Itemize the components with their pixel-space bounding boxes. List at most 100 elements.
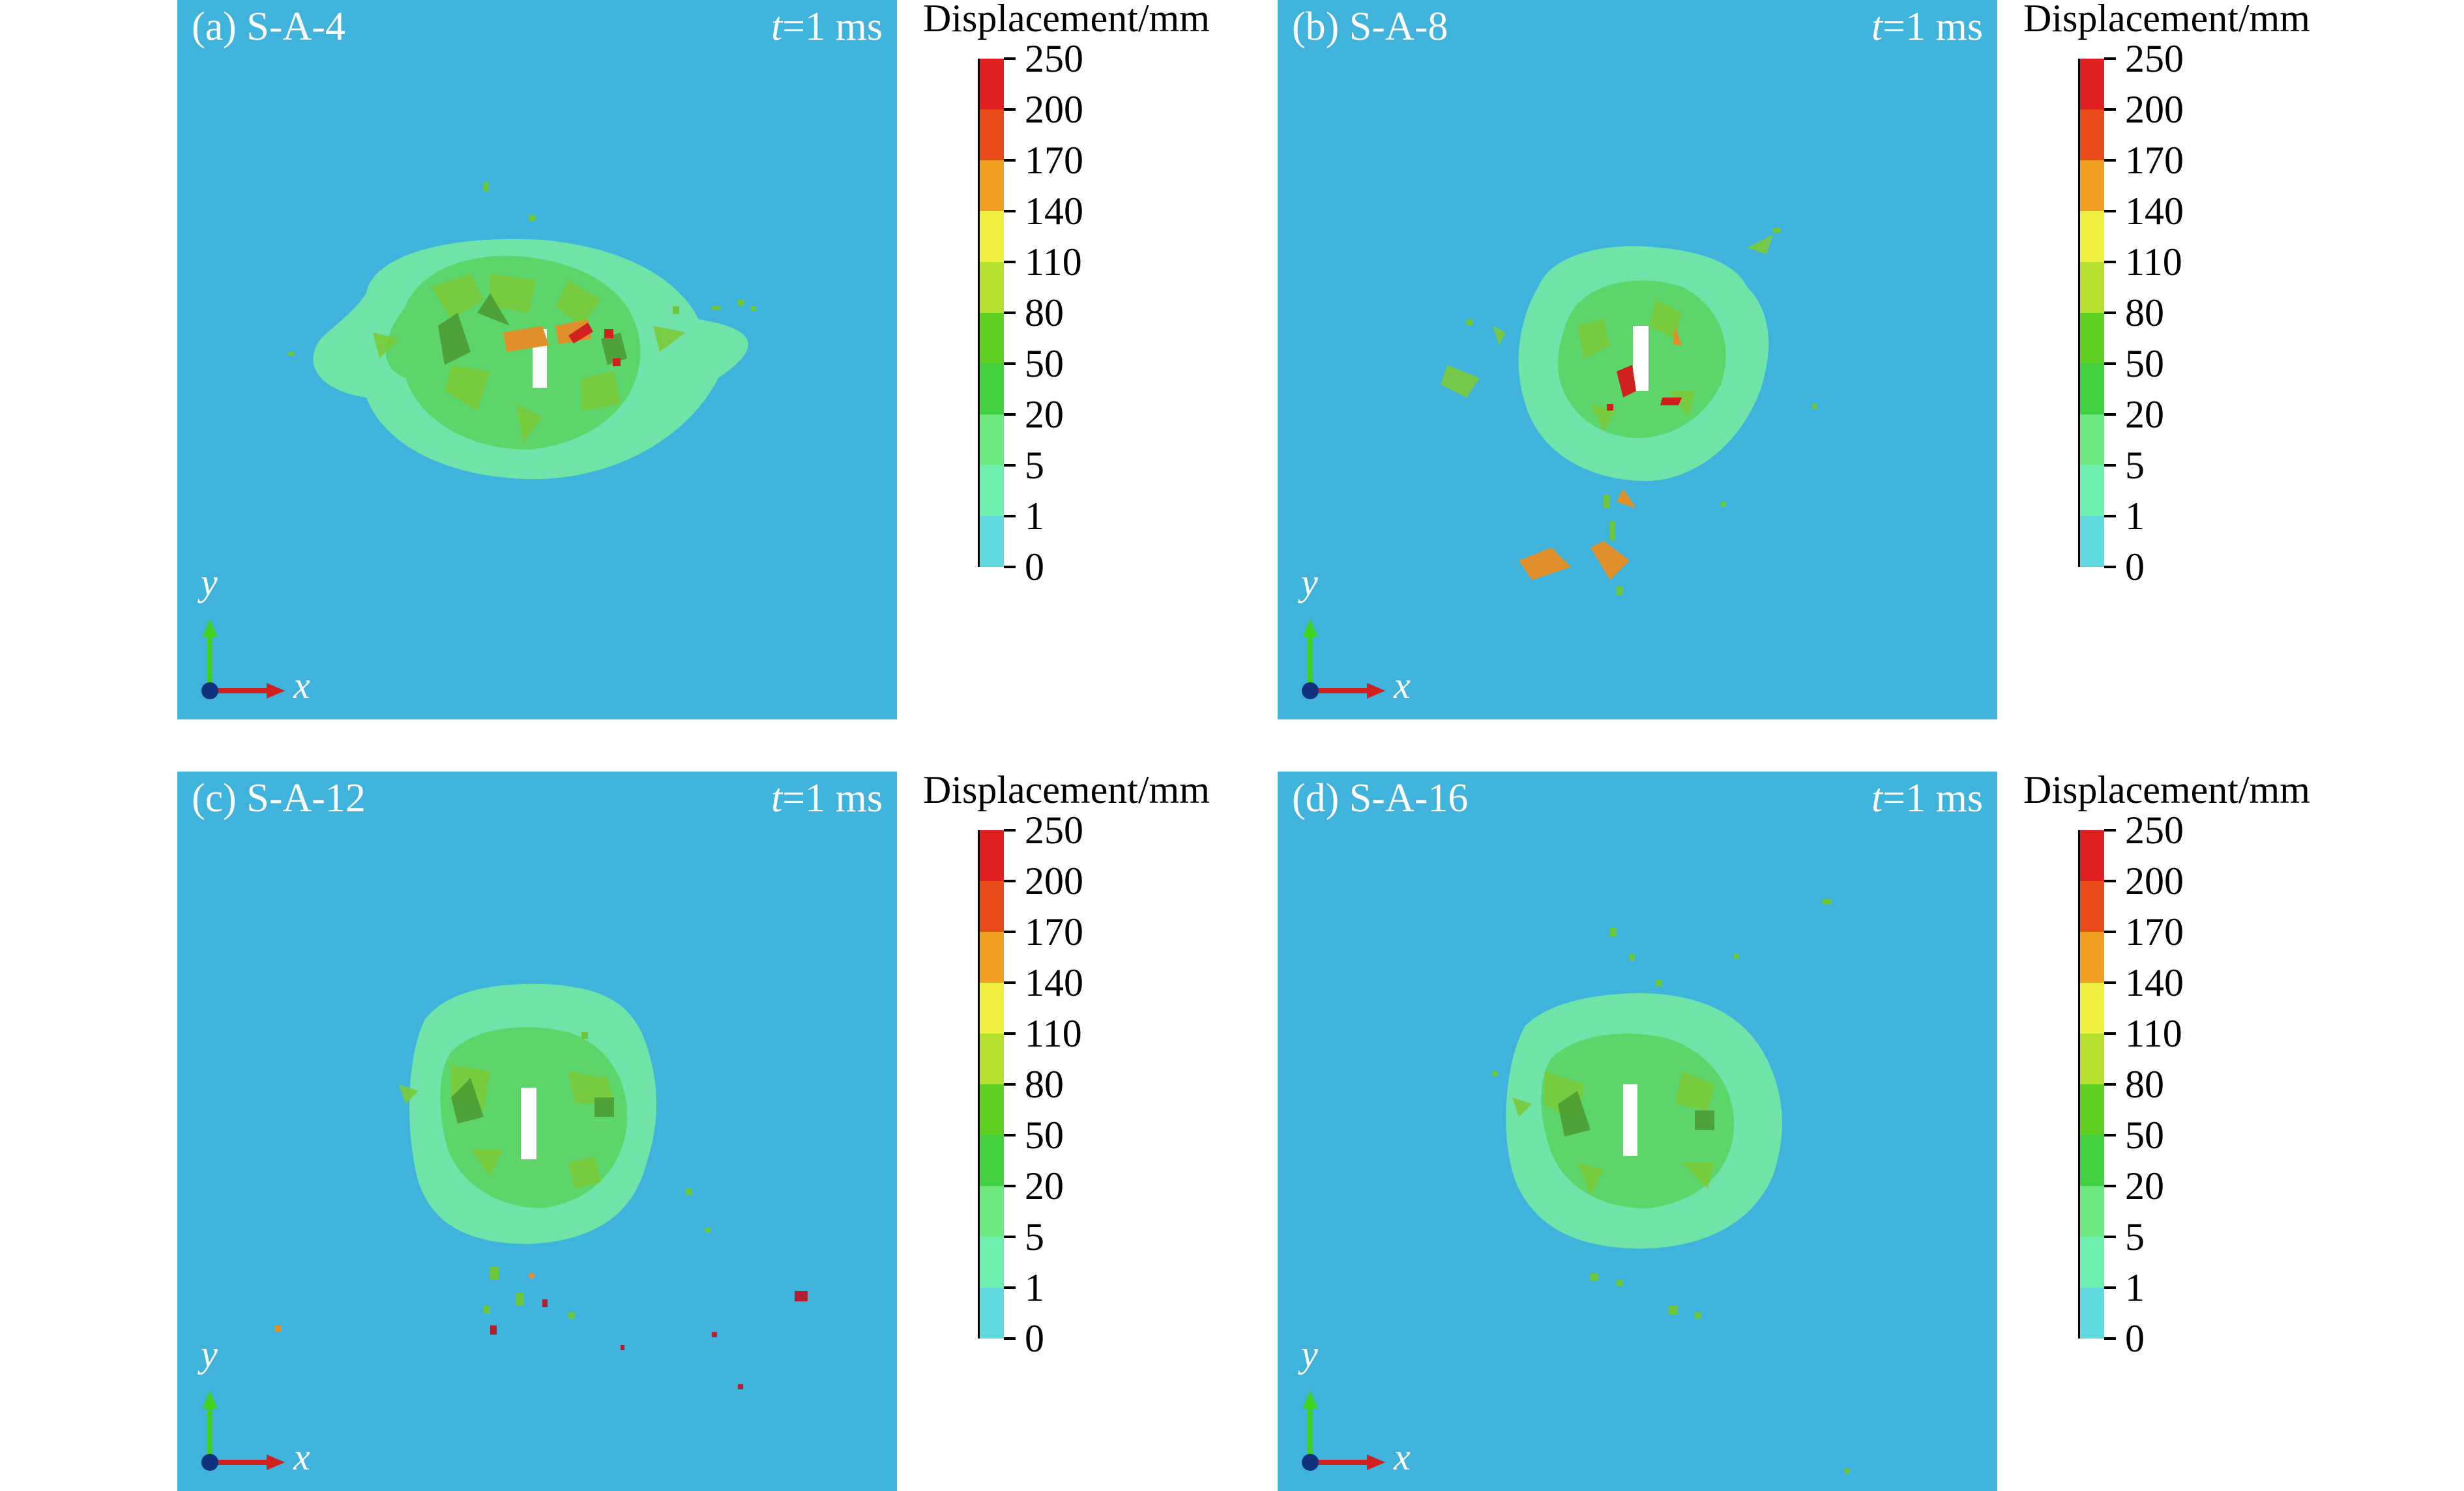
tick-label: 110 bbox=[2125, 1012, 2182, 1055]
band-4 bbox=[2078, 1034, 2104, 1084]
tick-label: 80 bbox=[1025, 1063, 1064, 1106]
colorbar-title: Displacement/mm bbox=[923, 0, 1210, 40]
band-4 bbox=[978, 1034, 1004, 1084]
tick-label: 200 bbox=[1025, 860, 1083, 903]
y-axis-label: y bbox=[201, 1333, 218, 1375]
band-9 bbox=[978, 516, 1004, 567]
band-1 bbox=[2078, 881, 2104, 932]
simulation-plot-d: (d) S-A-16 t=1 ms y x bbox=[1278, 772, 1997, 1491]
tick-label: 1 bbox=[1025, 495, 1044, 538]
time-value: =1 ms bbox=[782, 776, 883, 820]
band-6 bbox=[2078, 364, 2104, 414]
tick bbox=[1004, 566, 1016, 568]
tick-label: 1 bbox=[1025, 1266, 1044, 1309]
colorbar-axis bbox=[2078, 830, 2104, 1339]
axis-triad-icon bbox=[1302, 619, 1385, 699]
tick bbox=[2104, 210, 2116, 212]
debris-dark-green bbox=[438, 293, 627, 365]
time-variable: t bbox=[1871, 5, 1883, 49]
band-9 bbox=[978, 1288, 1004, 1339]
debris-orange bbox=[1519, 326, 1682, 580]
band-4 bbox=[2078, 262, 2104, 313]
band-1 bbox=[978, 881, 1004, 932]
debris-green bbox=[399, 1065, 614, 1189]
tick-label: 50 bbox=[2125, 342, 2164, 385]
band-5 bbox=[978, 1084, 1004, 1135]
tick bbox=[2104, 1032, 2116, 1035]
displacement-field-c bbox=[275, 983, 808, 1389]
band-2 bbox=[978, 932, 1004, 983]
tick bbox=[1004, 829, 1016, 832]
band-6 bbox=[978, 1135, 1004, 1186]
tick-label: 170 bbox=[2125, 139, 2184, 182]
band-2 bbox=[2078, 932, 2104, 983]
tick-label: 20 bbox=[2125, 1165, 2164, 1208]
tick-label: 200 bbox=[2125, 88, 2184, 131]
tick-label: 20 bbox=[2125, 393, 2164, 436]
x-axis-label: x bbox=[1394, 1436, 1411, 1478]
band-8 bbox=[978, 1237, 1004, 1288]
band-0 bbox=[2078, 830, 2104, 881]
tick bbox=[2104, 931, 2116, 933]
time-label-c: t=1 ms bbox=[771, 775, 883, 822]
tick-label: 80 bbox=[2125, 291, 2164, 334]
tick bbox=[1004, 362, 1016, 365]
axis-triad-icon bbox=[201, 619, 285, 699]
colorbar-title: Displacement/mm bbox=[2023, 0, 2310, 40]
tick-label: 250 bbox=[1025, 809, 1083, 852]
band-8 bbox=[978, 465, 1004, 516]
band-4 bbox=[978, 262, 1004, 313]
tick bbox=[1004, 261, 1016, 263]
tick-label: 140 bbox=[1025, 190, 1083, 233]
tick-label: 0 bbox=[1025, 545, 1044, 588]
colorbar-title: Displacement/mm bbox=[923, 768, 1210, 811]
band-5 bbox=[978, 313, 1004, 364]
panel-tag-b: (b) S-A-8 bbox=[1292, 5, 1448, 49]
tick bbox=[2104, 1337, 2116, 1340]
displacement-field-a bbox=[288, 182, 756, 480]
x-axis-label: x bbox=[1394, 664, 1411, 706]
tick-label: 0 bbox=[1025, 1317, 1044, 1360]
band-7 bbox=[978, 1186, 1004, 1237]
tick bbox=[2104, 1083, 2116, 1086]
debris-scatter bbox=[1467, 228, 1817, 596]
band-3 bbox=[2078, 211, 2104, 262]
time-value: =1 ms bbox=[782, 5, 883, 49]
time-value: =1 ms bbox=[1883, 776, 1983, 820]
tick-label: 50 bbox=[1025, 1114, 1064, 1157]
time-value: =1 ms bbox=[1883, 5, 1983, 49]
tick bbox=[1004, 413, 1016, 416]
tick bbox=[1004, 1032, 1016, 1035]
tick-label: 20 bbox=[1025, 1165, 1064, 1208]
tick bbox=[2104, 108, 2116, 111]
debris-red bbox=[490, 1291, 808, 1389]
tick-label: 5 bbox=[2125, 1215, 2145, 1258]
colorbar bbox=[2078, 59, 2104, 567]
tick-label: 110 bbox=[1025, 240, 1082, 283]
tick-label: 20 bbox=[1025, 393, 1064, 436]
tick bbox=[1004, 1236, 1016, 1238]
tick-label: 170 bbox=[1025, 910, 1083, 953]
band-3 bbox=[978, 211, 1004, 262]
axis-triad-icon bbox=[1302, 1391, 1385, 1471]
tick-label: 5 bbox=[1025, 444, 1044, 487]
band-5 bbox=[2078, 313, 2104, 364]
tick-label: 0 bbox=[2125, 1317, 2145, 1360]
colorbar-title: Displacement/mm bbox=[2023, 768, 2310, 811]
tick-label: 200 bbox=[1025, 88, 1083, 131]
tick bbox=[2104, 362, 2116, 365]
debris-dark-green bbox=[451, 1078, 614, 1123]
tick bbox=[2104, 829, 2116, 832]
band-7 bbox=[978, 414, 1004, 465]
band-6 bbox=[2078, 1135, 2104, 1186]
tick-label: 50 bbox=[2125, 1114, 2164, 1157]
tick-label: 80 bbox=[1025, 291, 1064, 334]
band-2 bbox=[978, 160, 1004, 211]
tick bbox=[2104, 159, 2116, 162]
y-axis-label: y bbox=[1301, 1333, 1318, 1375]
panel-tag-d: (d) S-A-16 bbox=[1292, 776, 1469, 820]
tick bbox=[1004, 311, 1016, 314]
tick-label: 1 bbox=[2125, 1266, 2145, 1309]
tick bbox=[2104, 515, 2116, 517]
tick bbox=[2104, 1134, 2116, 1136]
